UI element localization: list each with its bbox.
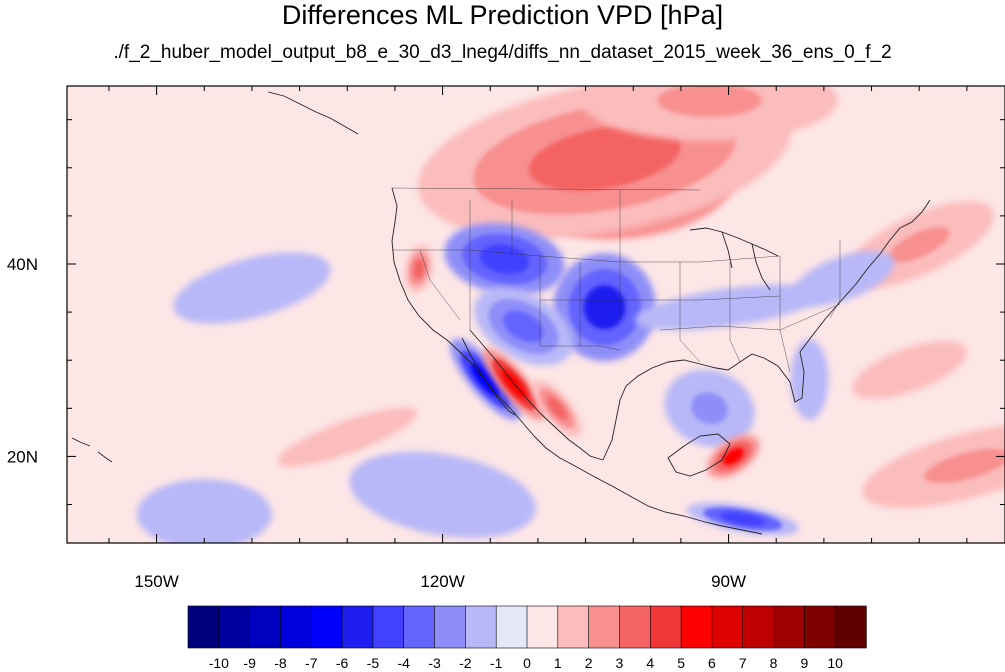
colorbar-swatch [465,605,497,649]
plot-frame [66,85,1005,544]
colorbar-label: -5 [367,655,380,671]
colorbar-label: -10 [209,655,229,671]
y-tick-label: 20N [7,447,38,466]
x-tick-label: 90W [711,572,746,591]
colorbar-label: -8 [274,655,287,671]
colorbar-swatch [434,605,467,649]
colorbar-swatch [804,605,836,649]
anomaly-core [801,362,818,396]
anomaly-core [583,285,626,330]
colorbar-label: 2 [585,655,593,671]
anomaly-core [219,273,284,303]
colorbar-swatch [557,605,590,649]
colorbar-label: 9 [800,655,808,671]
colorbar-label: 4 [646,655,654,671]
anomaly-core [722,447,744,466]
colorbar-swatch [341,605,374,649]
colorbar-swatch [372,605,405,649]
colorbar-swatch [218,605,251,649]
colorbar-label: 10 [827,655,843,671]
anomaly-field [136,86,1005,543]
anomaly-core [886,357,934,382]
colorbar-swatch [773,605,806,649]
chart-title: Differences ML Prediction VPD [hPa] [281,0,724,30]
anomaly-core [690,297,767,317]
colorbar-swatch [834,605,867,649]
colorbar-swatch [187,605,220,649]
anomaly-core [318,425,376,450]
anomaly-core [413,259,425,279]
colorbar-label: 1 [554,655,562,671]
colorbar-swatch [588,605,621,649]
colorbar-label: 3 [616,655,624,671]
map-axes: 150W 120W 90W 40N 20N [7,85,1005,591]
colorbar-swatch [619,605,651,649]
anomaly-core [888,227,950,263]
colorbar-label: 5 [677,655,685,671]
y-tick-label: 40N [7,255,38,274]
colorbar-label: -6 [336,655,349,671]
colorbar-label: -7 [305,655,318,671]
colorbar-label: -9 [243,655,256,671]
anomaly-core [528,125,681,191]
colorbar: -10 -9 -8 -7 -6 -5 -4 -3 -2 -1 0 1 2 3 4 5 6 7 8 9 10 [187,605,867,671]
colorbar-swatch [495,605,528,649]
colorbar-swatch [680,605,713,649]
anomaly-core [176,499,232,529]
colorbar-swatch [649,605,682,649]
colorbar-label: 6 [708,655,716,671]
colorbar-label: -2 [459,655,472,671]
colorbar-swatch [711,605,744,649]
coastline-lines [71,91,931,535]
colorbar-swatch [526,605,559,649]
anomaly-core [546,396,568,420]
plot-area [67,86,1005,543]
anomaly-core [720,512,766,526]
colorbar-label: 0 [523,655,531,671]
anomaly-core [822,267,864,290]
anomaly-core [503,310,544,343]
colorbar-label: 8 [770,655,778,671]
x-tick-label: 120W [420,572,464,591]
colorbar-swatch [310,605,343,649]
colorbar-swatch [280,605,312,649]
anomaly-core [924,448,1005,484]
x-tick-label: 150W [134,572,178,591]
colorbar-label: -1 [490,655,503,671]
anomaly-core [657,86,762,117]
colorbar-swatch [249,605,282,649]
colorbar-swatch [742,605,775,649]
anomaly-core [691,392,728,425]
chart-subtitle: ./f_2_huber_model_output_b8_e_30_d3_lneg… [113,42,892,63]
colorbar-label: 7 [739,655,747,671]
colorbar-label: -4 [398,655,411,671]
colorbar-swatch [403,605,436,649]
state-border-lines [391,187,841,373]
colorbar-label: -3 [428,655,441,671]
anomaly-core [404,477,481,513]
